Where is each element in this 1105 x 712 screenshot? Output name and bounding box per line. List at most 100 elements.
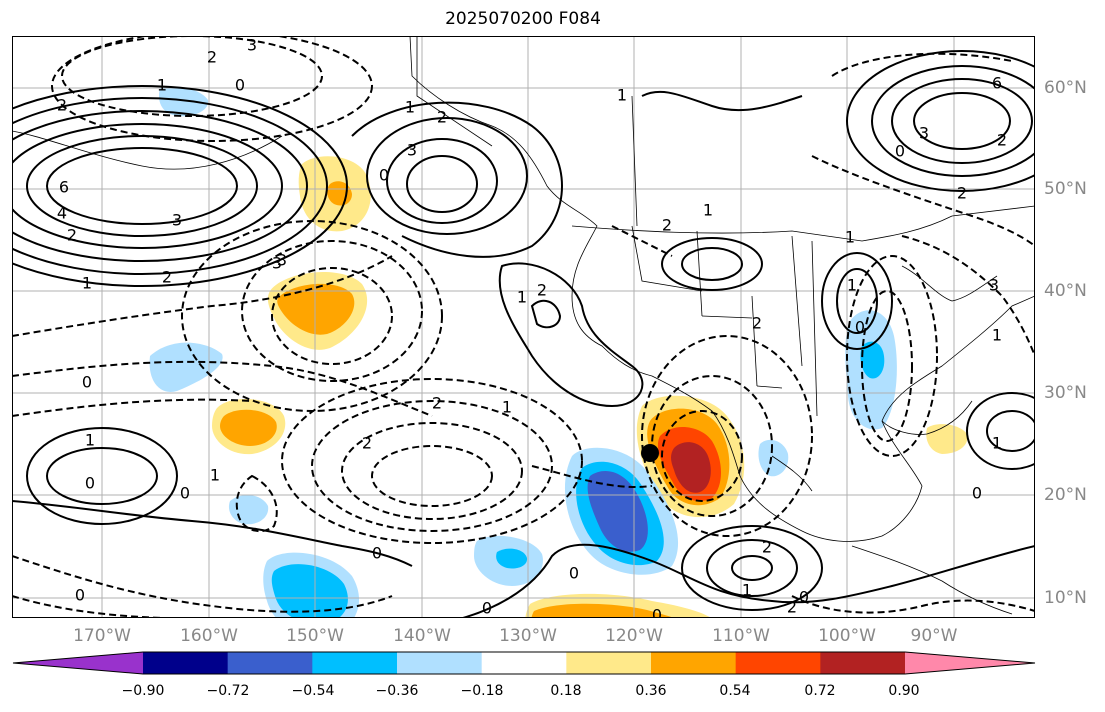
colorbar-segment [651,652,737,674]
contour-label: 3 [172,211,182,230]
colorbar-tick: −0.18 [460,683,504,699]
colorbar-extend-max [905,652,1035,674]
positive-anomaly-northpacific-core [277,283,355,335]
lat-label-50n: 50°N [1044,179,1087,199]
negative-anomaly-gulf-core [860,341,885,379]
colorbar-segment [481,652,567,674]
contour-label: 1 [742,581,752,600]
lon-label-120w: 120°W [605,626,663,646]
contour-label: 3 [919,124,929,143]
negative-anomaly-mexico-small [758,439,789,477]
contour-label: 0 [372,544,382,563]
negative-anomaly-offshore-core [587,471,648,552]
negative-anomaly-east-pacific-core [496,548,528,569]
contour-label: 1 [992,434,1002,453]
contour-label: 1 [992,326,1002,345]
contour-label: 2 [662,216,672,235]
map-frame [12,36,1035,618]
positive-contours [12,50,1035,618]
contour-label: 4 [57,204,67,223]
negative-contours [12,36,1035,618]
contour-label: 2 [207,48,217,67]
colorbar-tick: 0.18 [550,683,582,699]
lon-label-110w: 110°W [712,626,770,646]
contour-label: 1 [847,276,857,295]
contour-label: 0 [652,606,662,619]
colorbar-outline [12,651,1036,675]
colorbar [12,651,1036,675]
contour-label: 2 [67,226,77,245]
contour-label: 0 [895,142,905,161]
contour-label: 1 [617,86,627,105]
positive-anomaly-central-pacific-core [220,409,277,446]
map-title: 2025070200 F084 [445,9,601,29]
contour-label: 0 [855,318,865,337]
contour-label: 0 [235,76,245,95]
colorbar-tick: −0.36 [375,683,419,699]
contour-label: 0 [799,588,809,607]
colorbar-tick: 0.36 [635,683,667,699]
negative-anomaly-west-pacific [149,342,223,392]
location-marker [641,444,659,462]
colorbar-tick: 0.54 [719,683,751,699]
contour-label: 2 [162,268,172,287]
contour-label: 0 [180,484,190,503]
contour-label: 0 [75,586,85,605]
contour-label: 2 [957,184,967,203]
colorbar-segment [735,652,821,674]
contour-label: 1 [82,274,92,293]
contour-label: 1 [517,288,527,307]
contour-label: 0 [85,474,95,493]
contour-label: 3 [989,276,999,295]
contour-label: 0 [972,484,982,503]
contour-label: 3 [272,254,282,273]
contour-label: 1 [502,398,512,417]
map-canvas: 3 2 0 1 2 6 4 3 2 1 2 3 2 1 1 2 1 3 0 1 … [12,36,1035,618]
contour-label: 6 [992,74,1002,93]
contour-label: 1 [845,228,855,247]
colorbar-tick: 0.90 [888,683,920,699]
lat-label-20n: 20°N [1044,485,1087,505]
colorbar-segment [397,652,483,674]
contour-label: 2 [752,314,762,333]
lon-label-90w: 90°W [910,626,958,646]
colorbar-tick: −0.72 [206,683,250,699]
lat-label-40n: 40°N [1044,281,1087,301]
negative-anomaly-bering [158,86,209,117]
contour-label: 2 [362,434,372,453]
contour-label: 2 [57,96,67,115]
map-panel: 3 2 0 1 2 6 4 3 2 1 2 3 2 1 1 2 1 3 0 1 … [12,36,1035,618]
contour-label: 0 [482,599,492,618]
lon-label-130w: 130°W [499,626,557,646]
graticule [12,36,1035,618]
contour-label: 1 [405,98,415,117]
contour-label: 3 [407,141,417,160]
contour-label: 2 [762,538,772,557]
contour-label: 1 [157,76,167,95]
colorbar-segment [143,652,229,674]
lat-label-30n: 30°N [1044,383,1087,403]
contour-label: 3 [247,36,257,55]
contour-label: 2 [537,281,547,300]
contour-label: 0 [82,373,92,392]
positive-anomaly-equatorial-core [531,603,675,618]
positive-anomaly-florida [926,424,968,454]
lon-label-150w: 150°W [286,626,344,646]
contour-label: 1 [703,201,713,220]
colorbar-segment [312,652,398,674]
contour-labels: 3 2 0 1 2 6 4 3 2 1 2 3 2 1 1 2 1 3 0 1 … [57,36,1007,618]
contour-label: 6 [59,178,69,197]
colorbar-tick: −0.54 [291,683,335,699]
lon-label-100w: 100°W [818,626,876,646]
colorbar-segments [12,651,1036,675]
contour-label: 0 [569,564,579,583]
contour-label: 2 [997,131,1007,150]
lon-label-140w: 140°W [393,626,451,646]
colorbar-segment [566,652,652,674]
colorbar-tick: 0.72 [804,683,836,699]
contour-label: 1 [85,431,95,450]
lon-label-170w: 170°W [73,626,131,646]
colorbar-segment [227,652,313,674]
contour-label: 2 [787,598,797,617]
colorbar-extend-min [13,652,143,674]
